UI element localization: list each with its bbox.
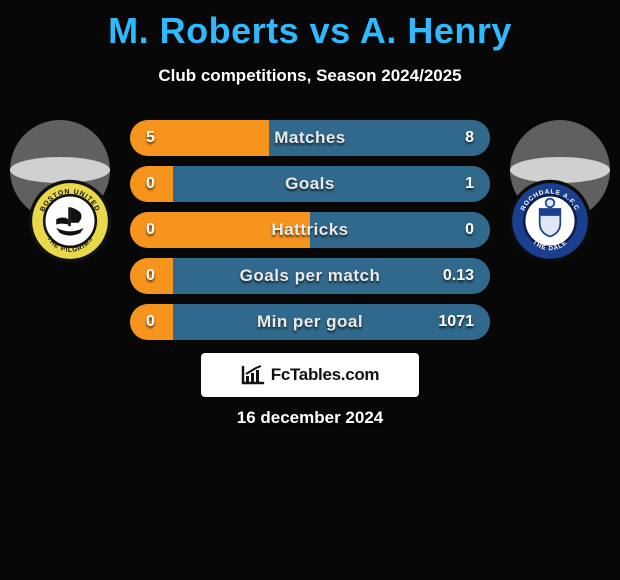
date-line: 16 december 2024 bbox=[0, 408, 620, 428]
stat-row: 00Hattricks bbox=[130, 212, 490, 248]
stat-label: Goals bbox=[130, 166, 490, 202]
club-crest-left: BOSTON UNITED THE PILGRIMS bbox=[20, 178, 120, 264]
brand-badge: FcTables.com bbox=[201, 353, 419, 397]
stat-row: 01071Min per goal bbox=[130, 304, 490, 340]
chart-icon bbox=[241, 365, 265, 385]
stat-row: 58Matches bbox=[130, 120, 490, 156]
stat-row: 01Goals bbox=[130, 166, 490, 202]
rochdale-crest-icon: ROCHDALE A.F.C THE DALE bbox=[500, 178, 600, 264]
stat-row: 00.13Goals per match bbox=[130, 258, 490, 294]
boston-united-crest-icon: BOSTON UNITED THE PILGRIMS bbox=[20, 178, 120, 264]
stats-list: 58Matches 01Goals 00Hattricks 00.13Goals pe… bbox=[130, 120, 490, 350]
stat-label: Matches bbox=[130, 120, 490, 156]
stat-label: Hattricks bbox=[130, 212, 490, 248]
page-title: M. Roberts vs A. Henry bbox=[0, 0, 620, 52]
brand-text: FcTables.com bbox=[271, 365, 380, 385]
club-crest-right: ROCHDALE A.F.C THE DALE bbox=[500, 178, 600, 264]
stat-label: Goals per match bbox=[130, 258, 490, 294]
stat-label: Min per goal bbox=[130, 304, 490, 340]
subtitle: Club competitions, Season 2024/2025 bbox=[0, 66, 620, 86]
